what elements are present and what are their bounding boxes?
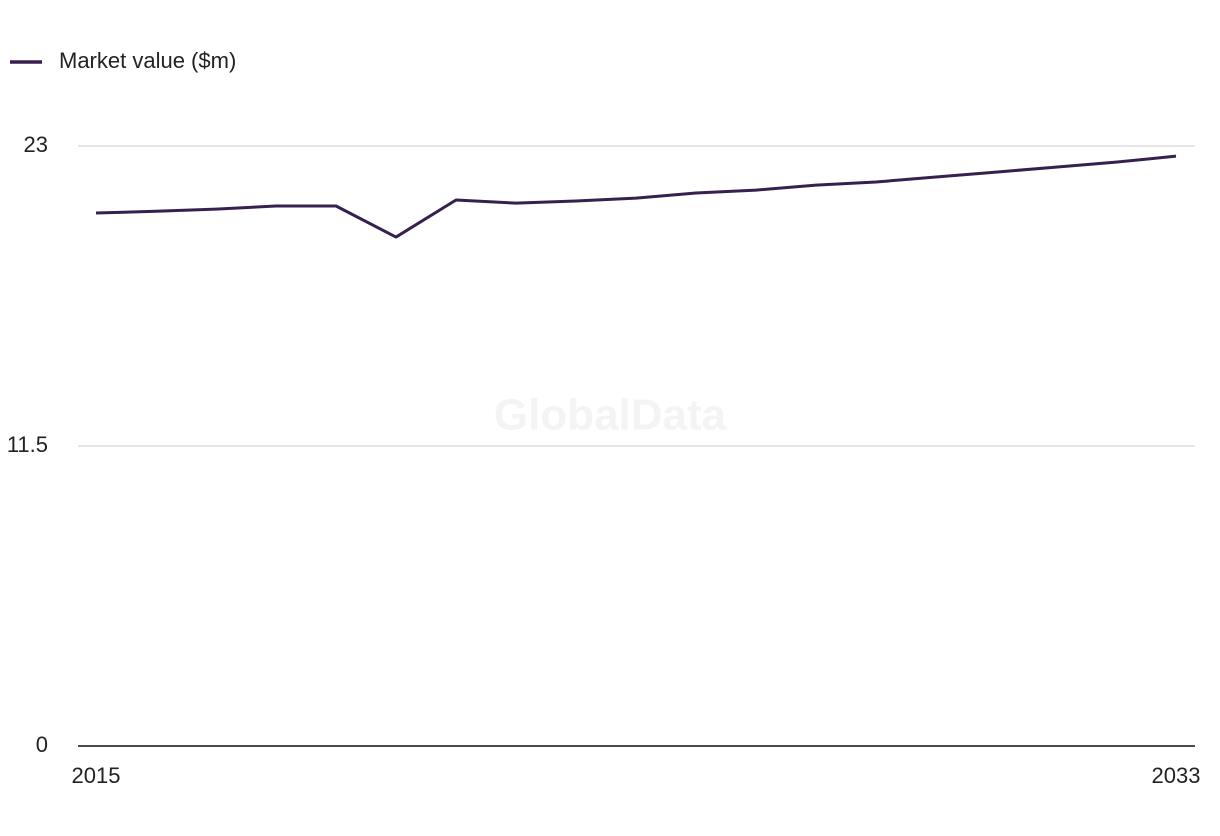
watermark: GlobalData [494,391,727,440]
legend-label: Market value ($m) [59,48,236,73]
x-tick-label: 2015 [72,763,121,788]
y-tick-label: 11.5 [7,432,48,457]
line [95,154,1177,239]
y-tick-label: 0 [36,732,48,757]
y-tick-label: 23 [24,132,48,157]
x-tick-label: 2033 [1152,763,1201,788]
